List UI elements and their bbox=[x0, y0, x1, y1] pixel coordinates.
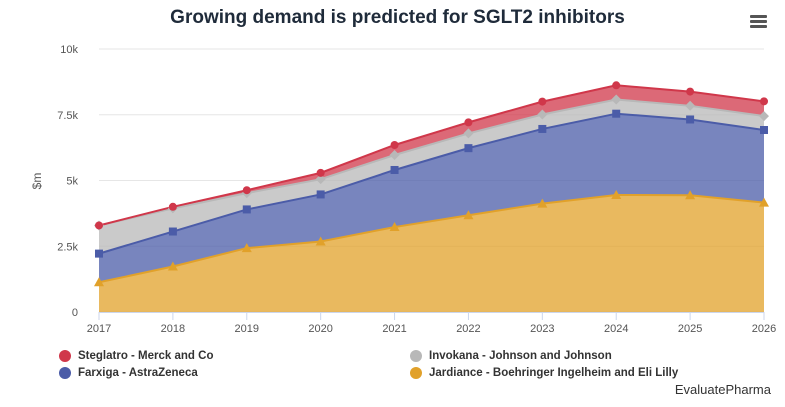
data-point bbox=[537, 198, 548, 208]
legend-marker bbox=[59, 350, 71, 362]
x-tick-label: 2020 bbox=[308, 323, 332, 335]
legend-marker bbox=[410, 367, 422, 379]
y-tick-label: 5k bbox=[66, 176, 78, 188]
legend-item[interactable]: Steglatro - Merck and Co bbox=[59, 350, 213, 362]
data-point bbox=[241, 243, 252, 253]
x-tick-label: 2021 bbox=[382, 323, 406, 335]
legend-item[interactable]: Invokana - Johnson and Johnson bbox=[410, 350, 612, 362]
data-point bbox=[390, 165, 399, 174]
y-axis-title: $m bbox=[30, 173, 44, 190]
data-point bbox=[95, 221, 103, 230]
x-tick-label: 2017 bbox=[87, 323, 111, 335]
legend-label: Jardiance - Boehringer Ingelheim and Eli… bbox=[429, 367, 679, 379]
x-tick-label: 2025 bbox=[678, 323, 702, 335]
data-point bbox=[759, 111, 769, 122]
axes: 0 2.5k 5k 7.5k 10k 2017 2018 2019 2020 2021 2022 20… bbox=[30, 44, 776, 335]
data-point bbox=[686, 87, 695, 96]
data-point bbox=[463, 128, 474, 139]
series-areas bbox=[99, 85, 764, 312]
data-point bbox=[464, 118, 473, 127]
series-area bbox=[99, 194, 764, 312]
legend-label: Farxiga - AstraZeneca bbox=[78, 367, 198, 379]
data-point bbox=[389, 222, 400, 232]
data-point bbox=[167, 261, 178, 271]
y-tick-label: 2.5k bbox=[57, 241, 78, 253]
data-point bbox=[686, 115, 695, 124]
data-point bbox=[759, 197, 769, 207]
series-area bbox=[99, 113, 764, 283]
series-markers bbox=[94, 81, 769, 287]
chart-title: Growing demand is predicted for SGLT2 in… bbox=[170, 7, 625, 28]
legend-item[interactable]: Farxiga - AstraZeneca bbox=[59, 367, 198, 379]
legend-marker bbox=[59, 367, 71, 379]
x-tick-label: 2024 bbox=[604, 323, 628, 335]
data-point bbox=[315, 236, 326, 246]
data-point bbox=[538, 124, 547, 133]
data-point bbox=[242, 205, 251, 214]
data-point bbox=[464, 144, 473, 153]
data-point bbox=[316, 168, 325, 177]
legend-label: Invokana - Johnson and Johnson bbox=[429, 350, 612, 362]
data-point bbox=[95, 249, 103, 258]
series-area bbox=[99, 85, 764, 226]
data-point bbox=[168, 202, 177, 211]
y-tick-label: 0 bbox=[72, 307, 78, 319]
x-tick-label: 2026 bbox=[752, 323, 776, 335]
data-point bbox=[537, 109, 548, 120]
data-point bbox=[94, 277, 104, 287]
series-line bbox=[98, 112, 765, 255]
data-point bbox=[389, 149, 400, 160]
hamburger-menu-icon[interactable] bbox=[750, 15, 767, 28]
data-point bbox=[611, 94, 622, 105]
y-tick-label: 7.5k bbox=[57, 110, 78, 122]
series-line bbox=[98, 98, 765, 227]
legend-label: Steglatro - Merck and Co bbox=[78, 350, 214, 362]
source-credit: EvaluatePharma bbox=[674, 382, 771, 397]
data-point bbox=[611, 189, 622, 199]
data-point bbox=[390, 140, 399, 149]
series-line bbox=[98, 84, 765, 227]
data-point bbox=[612, 109, 621, 118]
data-point bbox=[760, 126, 768, 135]
data-point bbox=[168, 227, 177, 236]
series-line bbox=[98, 193, 765, 284]
data-point bbox=[685, 190, 696, 200]
y-tick-label: 10k bbox=[60, 44, 78, 56]
data-point bbox=[685, 100, 696, 111]
x-tick-label: 2019 bbox=[235, 323, 259, 335]
data-point bbox=[538, 97, 547, 106]
series-lines bbox=[98, 84, 765, 284]
data-point bbox=[760, 97, 768, 106]
data-point bbox=[315, 174, 326, 185]
legend-marker bbox=[410, 350, 422, 362]
x-tick-label: 2018 bbox=[161, 323, 185, 335]
x-tick-label: 2023 bbox=[530, 323, 554, 335]
data-point bbox=[612, 81, 621, 90]
data-point bbox=[463, 210, 474, 220]
data-point bbox=[242, 186, 251, 195]
data-point bbox=[316, 190, 325, 199]
legend-item[interactable]: Jardiance - Boehringer Ingelheim and Eli… bbox=[410, 367, 678, 379]
x-tick-label: 2022 bbox=[456, 323, 480, 335]
series-area bbox=[99, 99, 764, 254]
